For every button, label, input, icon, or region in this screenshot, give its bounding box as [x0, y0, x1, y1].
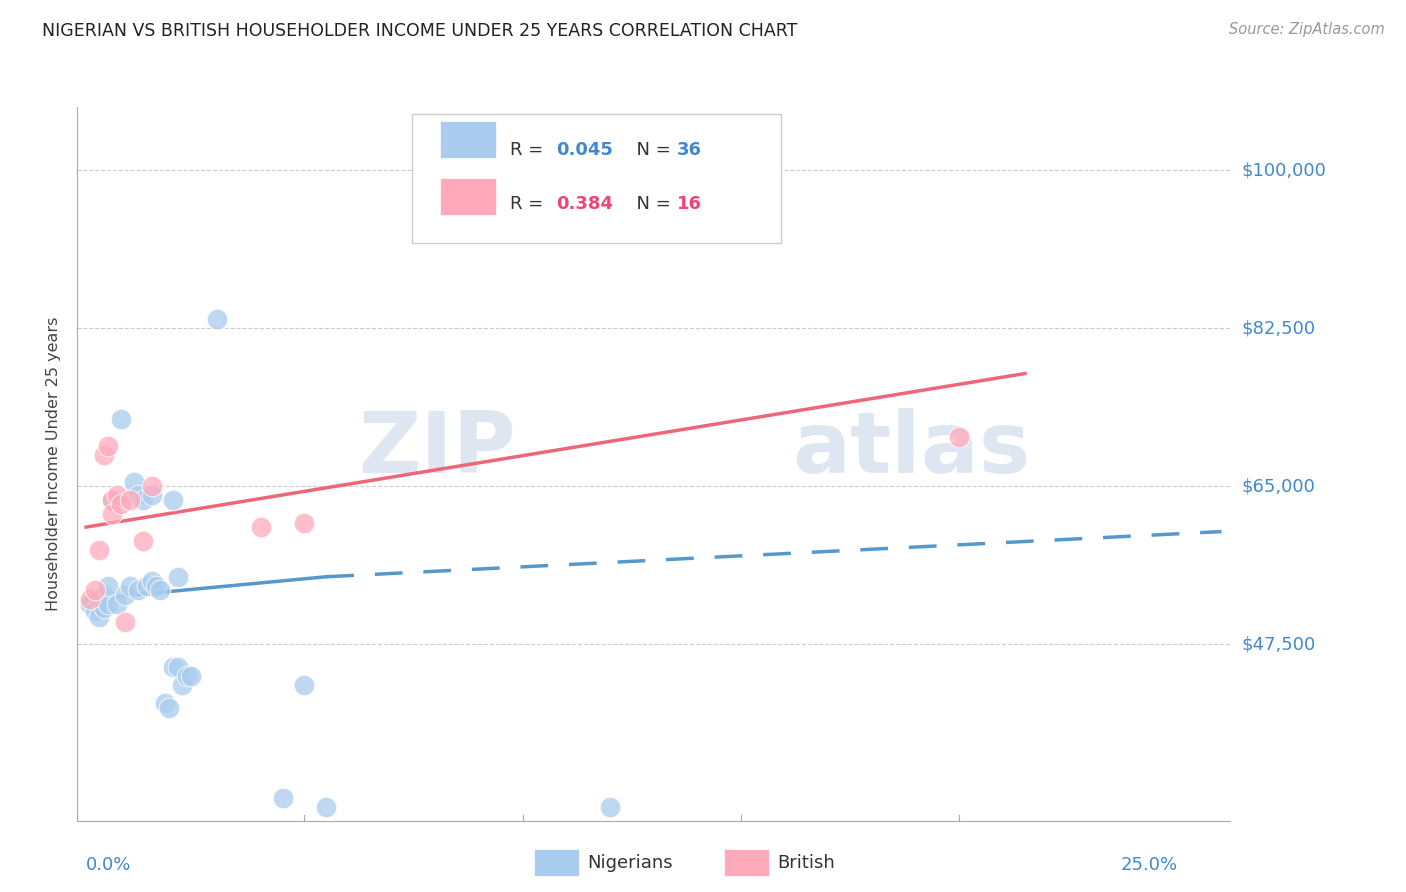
Point — [141, 479, 163, 493]
Point — [93, 588, 115, 602]
Point — [97, 579, 120, 593]
Point — [79, 597, 101, 611]
Point — [166, 660, 188, 674]
Point — [114, 588, 136, 602]
Text: 0.045: 0.045 — [555, 141, 613, 159]
Text: 25.0%: 25.0% — [1121, 856, 1178, 874]
Text: Source: ZipAtlas.com: Source: ZipAtlas.com — [1229, 22, 1385, 37]
Text: $65,000: $65,000 — [1241, 477, 1316, 495]
Point — [132, 533, 155, 548]
Point — [136, 579, 159, 593]
Point — [141, 488, 163, 502]
Point — [118, 579, 141, 593]
Point — [948, 430, 970, 444]
Text: ZIP: ZIP — [357, 408, 516, 491]
Point — [89, 542, 111, 557]
Text: 36: 36 — [676, 141, 702, 159]
Point — [294, 678, 316, 692]
Text: 0.384: 0.384 — [555, 194, 613, 212]
Point — [176, 669, 198, 683]
Point — [162, 493, 184, 508]
Point — [172, 678, 194, 692]
Point — [599, 800, 621, 814]
Point — [79, 592, 101, 607]
Point — [132, 493, 155, 508]
Point — [93, 601, 115, 615]
Point — [205, 312, 228, 326]
Point — [83, 604, 105, 618]
FancyBboxPatch shape — [440, 120, 496, 158]
Point — [166, 570, 188, 584]
Text: $100,000: $100,000 — [1241, 161, 1327, 179]
Point — [93, 448, 115, 462]
Text: $47,500: $47,500 — [1241, 635, 1316, 654]
Point — [97, 597, 120, 611]
Point — [89, 592, 111, 607]
Text: N =: N = — [626, 141, 676, 159]
Point — [110, 411, 132, 425]
Point — [101, 507, 124, 521]
Text: British: British — [778, 854, 835, 871]
Point — [118, 493, 141, 508]
Point — [153, 696, 176, 710]
Text: R =: R = — [510, 194, 548, 212]
Point — [114, 615, 136, 629]
Text: NIGERIAN VS BRITISH HOUSEHOLDER INCOME UNDER 25 YEARS CORRELATION CHART: NIGERIAN VS BRITISH HOUSEHOLDER INCOME U… — [42, 22, 797, 40]
Point — [157, 700, 180, 714]
Point — [249, 520, 271, 534]
FancyBboxPatch shape — [412, 114, 780, 243]
Point — [101, 493, 124, 508]
FancyBboxPatch shape — [440, 178, 496, 215]
Point — [180, 669, 202, 683]
Y-axis label: Householder Income Under 25 years: Householder Income Under 25 years — [46, 317, 62, 611]
Point — [294, 516, 316, 530]
Point — [127, 488, 149, 502]
Point — [271, 791, 294, 805]
Text: R =: R = — [510, 141, 548, 159]
Text: $82,500: $82,500 — [1241, 319, 1316, 337]
Text: 0.0%: 0.0% — [86, 856, 131, 874]
Point — [83, 583, 105, 598]
Text: N =: N = — [626, 194, 676, 212]
Point — [127, 583, 149, 598]
Point — [149, 583, 172, 598]
Text: 16: 16 — [676, 194, 702, 212]
Point — [97, 439, 120, 453]
Point — [105, 488, 128, 502]
Text: Nigerians: Nigerians — [588, 854, 673, 871]
Point — [105, 597, 128, 611]
Point — [145, 579, 167, 593]
Point — [122, 475, 145, 489]
Text: atlas: atlas — [792, 408, 1031, 491]
Point — [141, 574, 163, 589]
Point — [162, 660, 184, 674]
Point — [110, 498, 132, 512]
Point — [315, 800, 337, 814]
Point — [101, 493, 124, 508]
Point — [89, 610, 111, 624]
